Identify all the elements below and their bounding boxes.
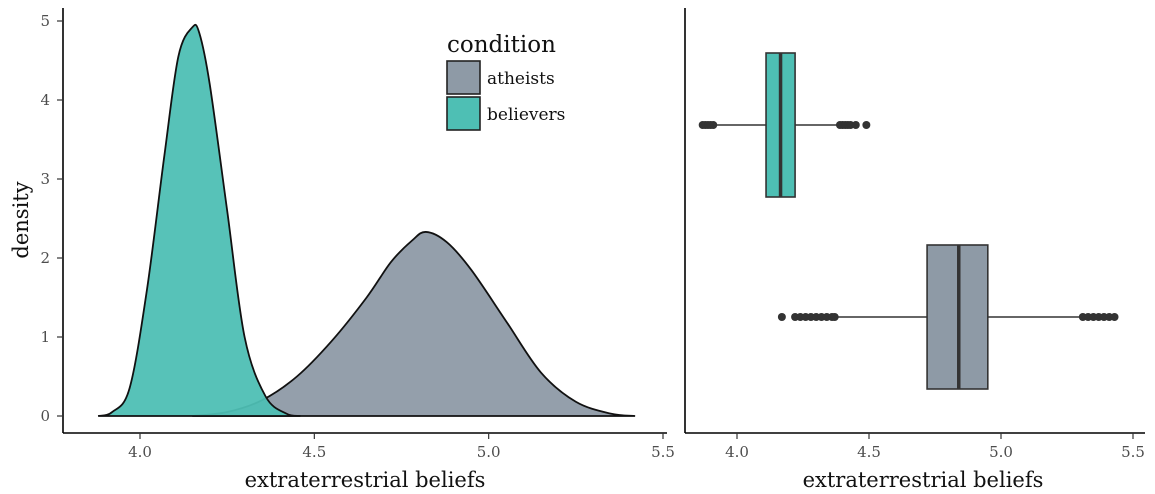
- outlier-point-atheists: [830, 313, 839, 321]
- outlier-point-atheists: [1110, 313, 1119, 321]
- y-tick-label: 0: [40, 407, 50, 425]
- right-x-tick-label: 5.5: [1121, 443, 1145, 461]
- x-tick-label: 4.5: [302, 443, 326, 461]
- y-tick-label: 5: [40, 12, 50, 30]
- legend: condition atheists believers: [446, 32, 565, 131]
- density-areas: [97, 23, 636, 417]
- y-tick-label: 3: [40, 170, 50, 188]
- x-tick-label: 4.0: [128, 443, 152, 461]
- right-x-tick-label: 4.5: [857, 443, 881, 461]
- density-area-atheists: [192, 231, 636, 417]
- x-axis-title: extraterrestrial beliefs: [245, 468, 486, 492]
- outlier-point-believers: [862, 121, 871, 129]
- y-tick-label: 2: [40, 249, 50, 267]
- right-x-axis-ticks: 4.0 4.5 5.0 5.5: [725, 433, 1145, 461]
- legend-title: condition: [447, 32, 556, 58]
- y-tick-label: 4: [40, 91, 50, 109]
- right-x-tick-label: 4.0: [725, 443, 749, 461]
- y-tick-label: 1: [40, 328, 50, 346]
- y-axis-ticks: 0 1 2 3 4 5: [40, 12, 63, 425]
- legend-label-believers: believers: [487, 105, 565, 125]
- right-x-axis-title: extraterrestrial beliefs: [803, 468, 1044, 492]
- legend-swatch-believers: [446, 96, 481, 131]
- y-axis-title: density: [9, 181, 33, 258]
- outlier-point-atheists: [777, 313, 786, 321]
- boxplot-panel: 4.0 4.5 5.0 5.5 extraterrestrial beliefs: [684, 8, 1145, 492]
- density-panel: 0 1 2 3 4 5 4.0 4.5 5.0 5.5 extraterrestrial bel…: [9, 8, 675, 492]
- x-axis-ticks: 4.0 4.5 5.0 5.5: [128, 433, 675, 461]
- outlier-point-believers: [851, 121, 860, 129]
- density-area-believers: [97, 23, 301, 417]
- legend-swatch-atheists: [446, 60, 481, 95]
- right-x-tick-label: 5.0: [989, 443, 1013, 461]
- x-tick-label: 5.5: [651, 443, 675, 461]
- legend-label-atheists: atheists: [487, 69, 555, 89]
- boxplots: [698, 52, 1119, 390]
- x-tick-label: 5.0: [477, 443, 501, 461]
- outlier-point-believers: [709, 121, 718, 129]
